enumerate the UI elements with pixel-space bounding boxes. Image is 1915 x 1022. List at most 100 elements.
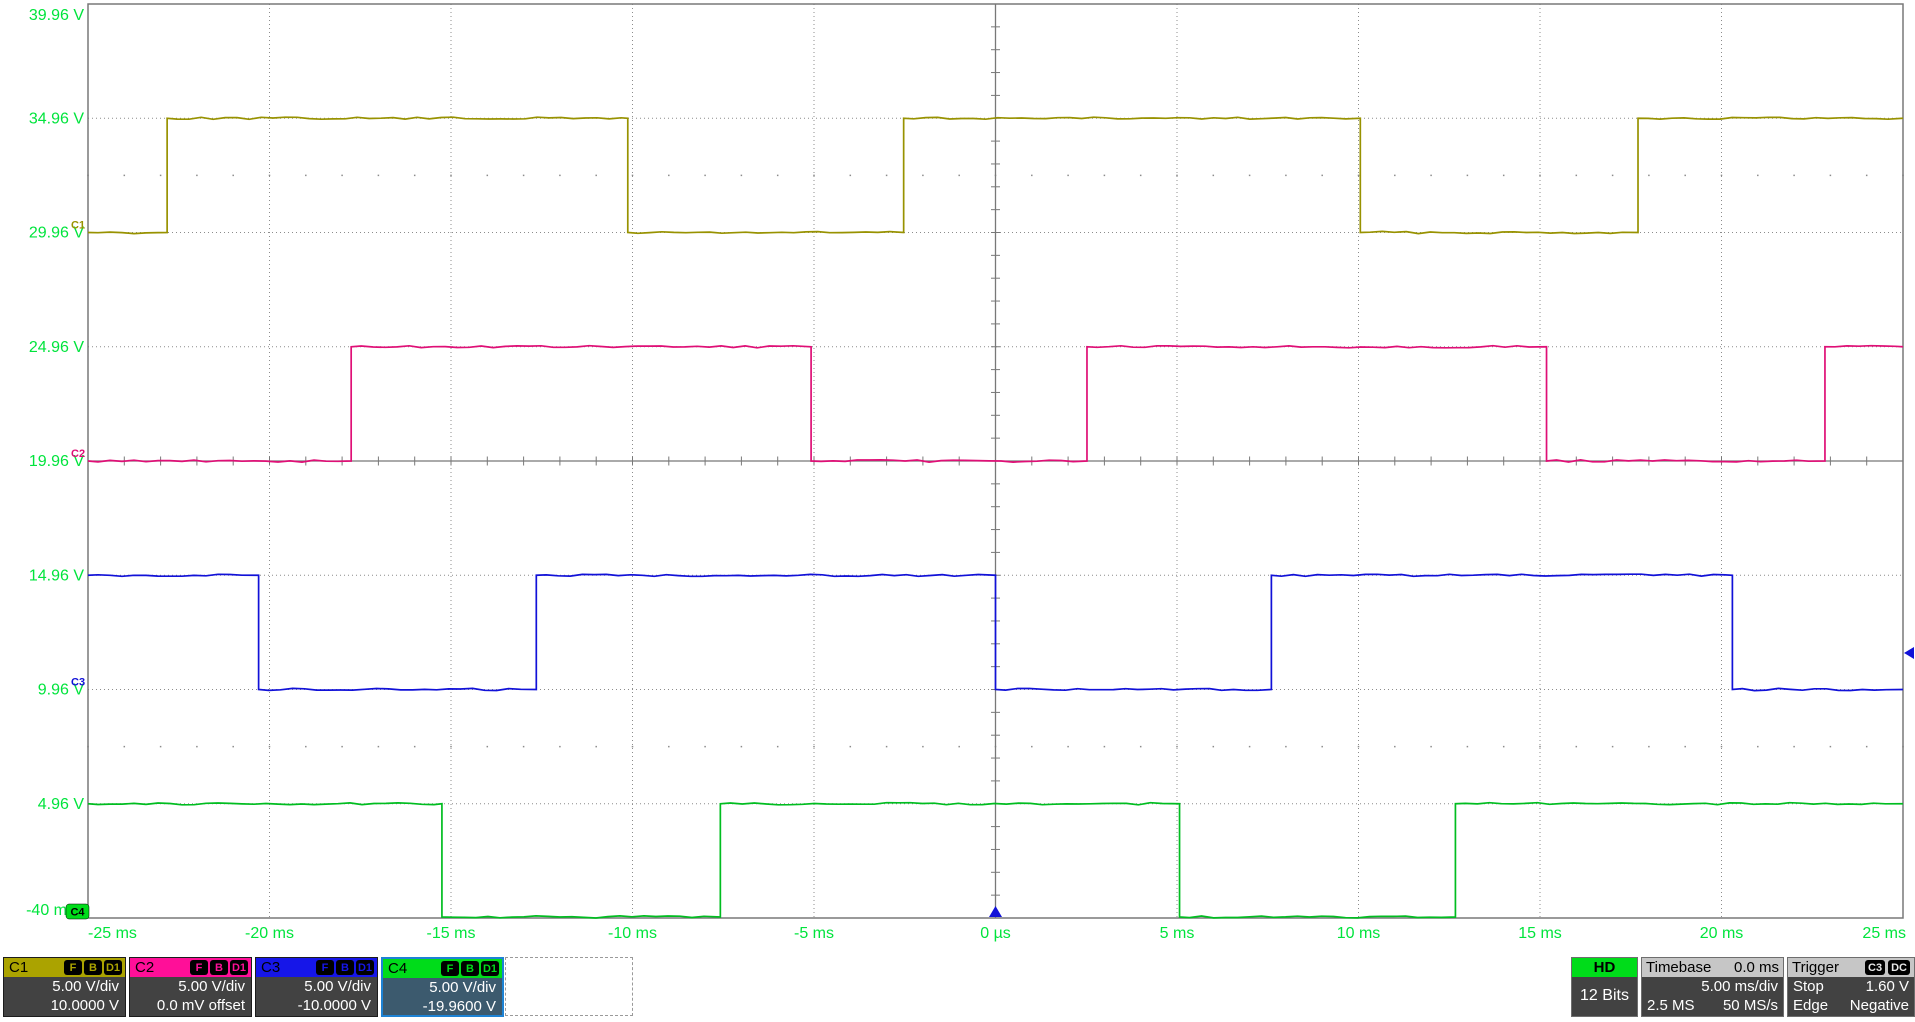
timebase-title: Timebase bbox=[1646, 959, 1712, 976]
grid-dot bbox=[1430, 745, 1432, 748]
y-axis-label: 19.96 V bbox=[29, 453, 84, 470]
trigger-time-marker[interactable] bbox=[989, 906, 1002, 917]
grid-dot bbox=[1321, 745, 1323, 748]
offset-value: 10.0000 V bbox=[50, 997, 119, 1014]
channel-header: C2 F B D1 bbox=[130, 958, 251, 977]
grid-dot bbox=[1176, 174, 1178, 177]
grid-dot bbox=[1248, 174, 1251, 177]
grid-dot bbox=[341, 174, 343, 177]
trigger-header: Trigger C3 DC bbox=[1788, 958, 1914, 977]
grid-dot bbox=[1539, 174, 1541, 177]
trace-C4 bbox=[87, 801, 1904, 919]
grid-dot bbox=[232, 745, 234, 748]
grid-dot bbox=[1248, 745, 1251, 748]
grid-dot bbox=[159, 745, 162, 748]
x-axis-label: 5 ms bbox=[1160, 925, 1195, 942]
grid-dot bbox=[268, 745, 271, 748]
grid-dot bbox=[813, 745, 815, 748]
offset-value: -10.0000 V bbox=[297, 997, 371, 1014]
channel-descriptor-c2[interactable]: C2 F B D1 5.00 V/div 0.0 mV offset bbox=[129, 957, 252, 1017]
grid-dot bbox=[704, 745, 706, 748]
grid-dot bbox=[740, 745, 743, 748]
grid-dot bbox=[123, 745, 126, 748]
badge-b: B bbox=[209, 960, 228, 975]
channel-descriptor-c1[interactable]: C1 F B D1 5.00 V/div 10.0000 V bbox=[3, 957, 126, 1017]
trace-C2 bbox=[87, 344, 1904, 463]
x-axis-label: 10 ms bbox=[1337, 925, 1381, 942]
trace-marker-C2[interactable]: C2 bbox=[71, 448, 85, 460]
trigger-title: Trigger bbox=[1792, 959, 1839, 976]
trigger-coupling-badge: DC bbox=[1888, 960, 1910, 975]
grid-dot bbox=[704, 174, 706, 177]
grid-dot bbox=[196, 174, 198, 177]
channel-descriptor-c4[interactable]: C4 F B D1 5.00 V/div -19.9600 V bbox=[381, 957, 504, 1017]
timebase-scale-row: 5.00 ms/div bbox=[1642, 977, 1783, 996]
offset-value: -19.9600 V bbox=[422, 998, 496, 1015]
grid-dot bbox=[1394, 174, 1396, 177]
channel-id: C3 bbox=[261, 959, 281, 976]
grid-dot bbox=[885, 745, 888, 748]
channel-badges: F B D1 bbox=[189, 960, 248, 975]
volts-per-div: 5.00 V/div bbox=[178, 978, 245, 995]
channel-badges: F B D1 bbox=[315, 960, 374, 975]
timebase-box[interactable]: Timebase 0.0 ms 5.00 ms/div 2.5 MS 50 MS… bbox=[1641, 957, 1784, 1017]
grid-dot bbox=[1031, 174, 1033, 177]
grid-dot bbox=[1139, 745, 1142, 748]
grid-dot bbox=[631, 174, 634, 177]
volts-per-div: 5.00 V/div bbox=[304, 978, 371, 995]
y-axis-label: 9.96 V bbox=[38, 682, 85, 699]
grid-dot bbox=[1502, 745, 1505, 748]
grid-dot bbox=[1611, 174, 1614, 177]
grid-dot bbox=[559, 745, 561, 748]
trace-marker-C3[interactable]: C3 bbox=[71, 677, 85, 689]
grid-dot bbox=[1865, 174, 1868, 177]
grid-dot bbox=[776, 745, 779, 748]
channel-header: C1 F B D1 bbox=[4, 958, 125, 977]
x-axis-label: -15 ms bbox=[427, 925, 476, 942]
y-axis-label: 34.96 V bbox=[29, 110, 84, 127]
grid-dot bbox=[1466, 174, 1469, 177]
trigger-level-marker[interactable] bbox=[1904, 646, 1914, 659]
grid-dot bbox=[1793, 174, 1795, 177]
grid-dot bbox=[1757, 745, 1759, 748]
grid-dot bbox=[232, 174, 234, 177]
empty-descriptor-slot[interactable] bbox=[505, 957, 633, 1016]
grid-dot bbox=[849, 745, 852, 748]
grid-dot bbox=[341, 745, 343, 748]
trigger-box[interactable]: Trigger C3 DC Stop 1.60 V Edge Negative bbox=[1787, 957, 1915, 1017]
timebase-delay: 0.0 ms bbox=[1733, 959, 1779, 976]
grid-dot bbox=[305, 745, 307, 748]
timebase-rate: 50 MS/s bbox=[1722, 997, 1778, 1014]
badge-d1: D1 bbox=[480, 961, 499, 976]
channel-header: C3 F B D1 bbox=[256, 958, 377, 977]
x-axis-label: 20 ms bbox=[1700, 925, 1744, 942]
grid-dot bbox=[958, 745, 960, 748]
grid-dot bbox=[559, 174, 561, 177]
hd-mode-box[interactable]: HD 12 Bits bbox=[1571, 957, 1638, 1017]
badge-f: F bbox=[440, 961, 459, 976]
trace-marker-C1[interactable]: C1 bbox=[71, 220, 85, 232]
trigger-slope: Negative bbox=[1849, 997, 1909, 1014]
trigger-mode-row: Stop 1.60 V bbox=[1788, 977, 1914, 996]
grid-dot bbox=[668, 174, 670, 177]
badge-d1: D1 bbox=[355, 960, 374, 975]
grid-dot bbox=[1539, 745, 1541, 748]
trace-marker-C4-badge[interactable] bbox=[65, 903, 90, 920]
grid-dot bbox=[631, 745, 634, 748]
grid-dot bbox=[1357, 745, 1360, 748]
grid-dot bbox=[196, 745, 198, 748]
timebase-sampling-row: 2.5 MS 50 MS/s bbox=[1642, 996, 1783, 1015]
timebase-scale: 5.00 ms/div bbox=[1701, 978, 1778, 995]
grid-dot bbox=[740, 174, 743, 177]
channel-badges: F B D1 bbox=[63, 960, 122, 975]
hd-header: HD bbox=[1572, 958, 1637, 977]
grid-dot bbox=[159, 174, 162, 177]
channel-descriptor-c3[interactable]: C3 F B D1 5.00 V/div -10.0000 V bbox=[255, 957, 378, 1017]
grid-dot bbox=[1430, 174, 1432, 177]
x-axis-label: -10 ms bbox=[608, 925, 657, 942]
grid-dot bbox=[1793, 745, 1795, 748]
grid-dot bbox=[595, 174, 597, 177]
grid-dot bbox=[413, 745, 416, 748]
trigger-source-badge: C3 bbox=[1865, 960, 1886, 975]
x-axis-label: 0 µs bbox=[980, 925, 1011, 942]
